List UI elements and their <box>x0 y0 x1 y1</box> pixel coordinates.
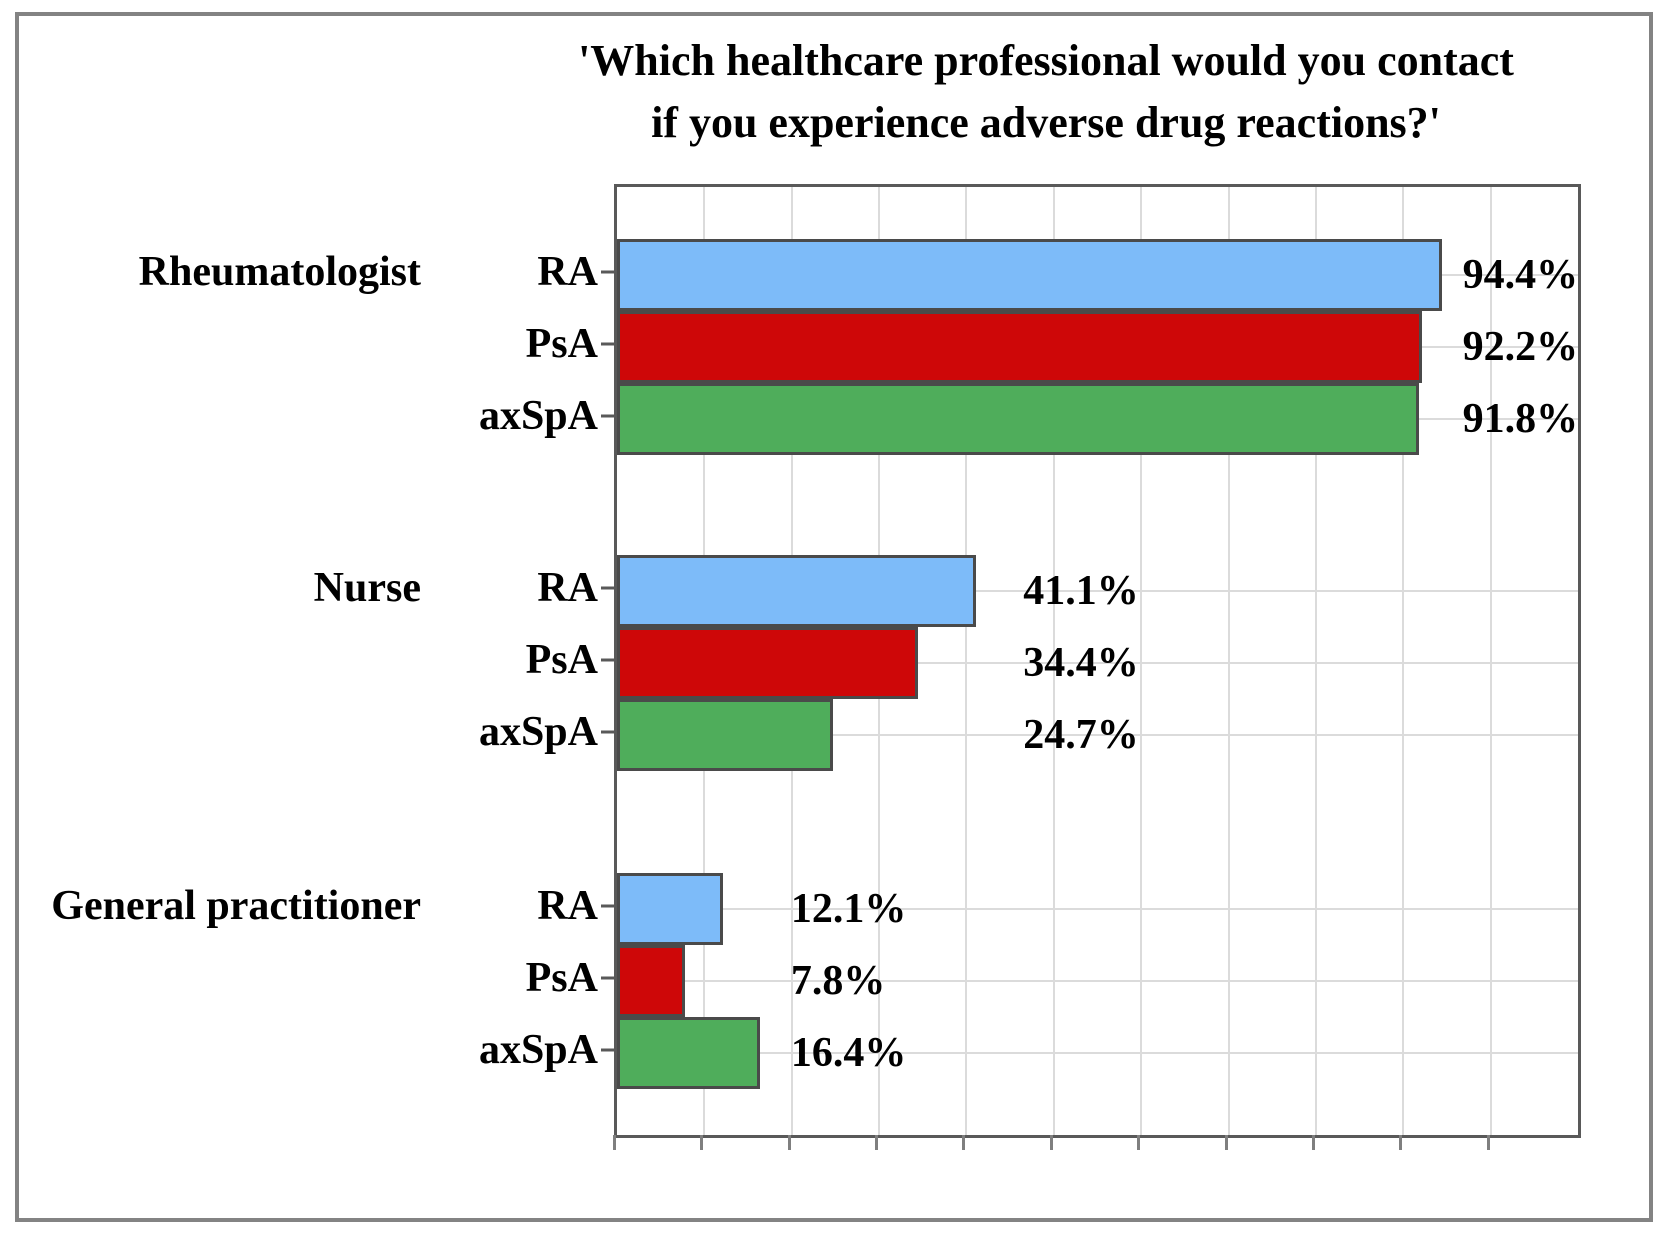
gridline-horizontal <box>617 980 1578 982</box>
figure-frame <box>15 12 1653 1222</box>
x-axis-tick <box>1137 1135 1141 1150</box>
bar-rheumatologist-axspa <box>617 383 1419 455</box>
bar-rheumatologist-ra <box>617 239 1442 311</box>
gridline-vertical <box>1227 187 1230 1135</box>
plot-area: 94.4% 92.2% 91.8% 41.1% 34.4% 24.7% 12.1% 7.8% 1… <box>614 184 1581 1138</box>
bar-general-practitioner-ra <box>617 873 723 945</box>
category-label-ra: RA <box>537 249 598 295</box>
gridline-horizontal <box>617 662 1578 664</box>
category-label-axspa: axSpA <box>478 393 598 439</box>
category-tick <box>601 586 614 590</box>
chart-title: 'Which healthcare professional would you… <box>446 30 1646 154</box>
category-tick <box>601 270 614 274</box>
x-axis-tick <box>1486 1135 1490 1150</box>
gridline-horizontal <box>617 590 1578 592</box>
category-label-axspa: axSpA <box>478 709 598 755</box>
category-tick <box>601 1048 614 1052</box>
bar-nurse-psa <box>617 627 918 699</box>
category-label-ra: RA <box>537 565 598 611</box>
x-axis-tick <box>875 1135 879 1150</box>
gridline-horizontal <box>617 734 1578 736</box>
category-label-ra: RA <box>537 883 598 929</box>
bar-nurse-ra <box>617 555 977 627</box>
bar-nurse-axspa <box>617 699 833 771</box>
gridline-horizontal <box>617 908 1578 910</box>
x-axis-tick <box>1311 1135 1315 1150</box>
category-label-axspa: axSpA <box>478 1027 598 1073</box>
category-tick <box>601 342 614 346</box>
group-label-rheumatologist: Rheumatologist <box>138 249 421 295</box>
x-axis-tick <box>613 1135 616 1150</box>
value-label: 16.4% <box>790 1030 907 1076</box>
category-tick <box>601 730 614 734</box>
gridline-vertical <box>1052 187 1055 1135</box>
bar-general-practitioner-axspa <box>617 1017 761 1089</box>
category-tick <box>601 658 614 662</box>
category-label-psa: PsA <box>525 955 598 1001</box>
gridline-vertical <box>1140 187 1143 1135</box>
group-label-nurse: Nurse <box>313 565 421 611</box>
value-label: 41.1% <box>1023 568 1139 614</box>
chart-title-line-1: 'Which healthcare professional would you… <box>578 36 1514 85</box>
chart-title-line-2: if you experience adverse drug reactions… <box>651 98 1441 147</box>
gridline-horizontal <box>617 1052 1578 1054</box>
value-label: 91.8% <box>1462 396 1579 442</box>
value-label: 12.1% <box>790 886 907 932</box>
x-axis-tick <box>1399 1135 1403 1150</box>
gridline-vertical <box>1489 187 1492 1135</box>
group-label-general-practitioner: General practitioner <box>51 883 421 929</box>
category-tick <box>601 904 614 908</box>
bar-rheumatologist-psa <box>617 311 1423 383</box>
category-tick <box>601 414 614 418</box>
value-label: 94.4% <box>1462 252 1579 298</box>
x-axis-tick <box>1049 1135 1053 1150</box>
value-label: 34.4% <box>1023 640 1139 686</box>
value-label: 7.8% <box>790 958 886 1004</box>
value-label: 24.7% <box>1023 712 1139 758</box>
category-tick <box>601 976 614 980</box>
x-axis-tick <box>1224 1135 1228 1150</box>
gridline-vertical <box>965 187 968 1135</box>
category-label-psa: PsA <box>525 321 598 367</box>
gridline-vertical <box>1402 187 1405 1135</box>
value-label: 92.2% <box>1462 324 1579 370</box>
x-axis-tick <box>700 1135 704 1150</box>
x-axis-tick <box>787 1135 791 1150</box>
bar-general-practitioner-psa <box>617 945 686 1017</box>
gridline-vertical <box>1314 187 1317 1135</box>
x-axis-tick <box>962 1135 966 1150</box>
category-label-psa: PsA <box>525 637 598 683</box>
